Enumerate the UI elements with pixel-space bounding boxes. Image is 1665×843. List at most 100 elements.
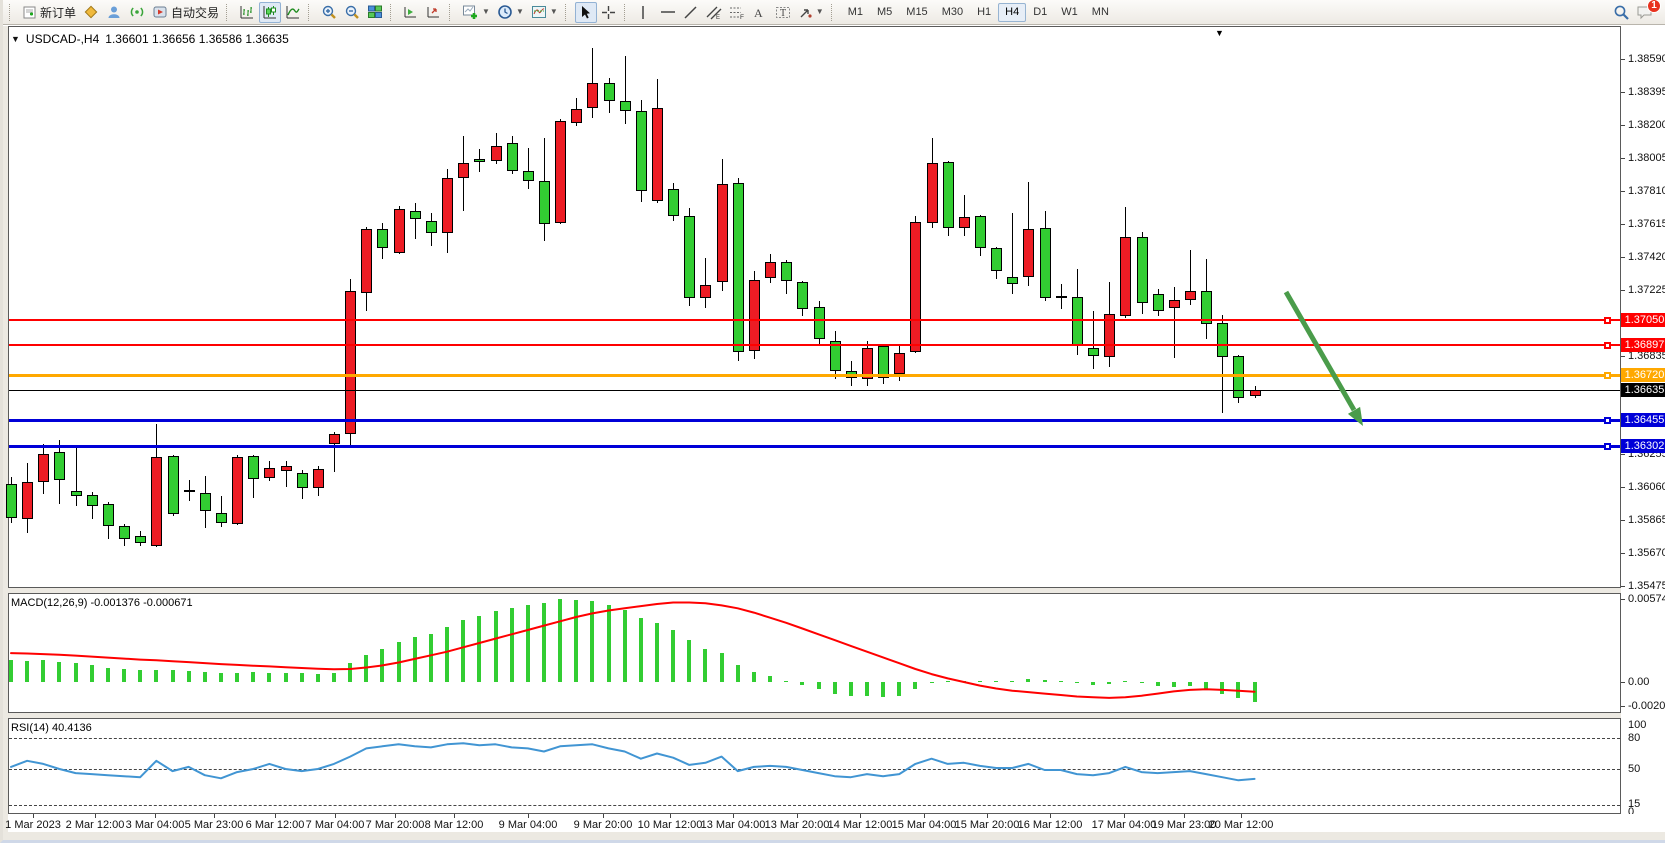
timeframe-group: M1 M5 M15 M30 H1 H4 D1 W1 MN xyxy=(841,2,1116,22)
vertical-line-tool[interactable] xyxy=(634,2,656,23)
price-axis-tick xyxy=(1621,553,1625,555)
time-axis[interactable]: 1 Mar 2023 2 Mar 12:00 3 Mar 04:00 5 Mar 23… xyxy=(5,814,1665,832)
price-axis-tick xyxy=(1621,91,1625,93)
time-axis-tick xyxy=(155,814,156,818)
price-axis-tick xyxy=(1621,586,1625,588)
indicators-button[interactable]: ▼ xyxy=(528,2,561,23)
arrange-charts-icon xyxy=(403,4,419,20)
auto-trading-icon xyxy=(152,4,168,20)
timeframe-button-h4[interactable]: H4 xyxy=(998,2,1027,22)
price-pane[interactable] xyxy=(8,26,1621,588)
auto-trading-button[interactable]: 自动交易 xyxy=(149,2,222,23)
toolbar-grip[interactable] xyxy=(9,3,14,21)
time-axis-tick xyxy=(860,814,861,818)
notifications-button[interactable]: 1 xyxy=(1636,0,1661,21)
toolbar-grip[interactable] xyxy=(564,3,570,21)
bar-chart-button[interactable] xyxy=(236,2,258,23)
time-axis-tick xyxy=(335,814,336,818)
rsi-axis-label: 80 xyxy=(1628,732,1641,744)
fibonacci-tool[interactable]: F xyxy=(726,2,748,23)
bar-chart-icon xyxy=(239,4,255,20)
arrange-cascade-icon xyxy=(426,4,442,20)
time-axis-label: 6 Mar 12:00 xyxy=(245,819,305,831)
time-axis-tick xyxy=(95,814,96,818)
new-chart-button[interactable]: ▼ xyxy=(459,2,493,23)
time-axis-tick xyxy=(275,814,276,818)
level-price-tag: 1.36720 xyxy=(1621,368,1665,383)
new-order-button[interactable]: 新订单 xyxy=(19,2,79,23)
zoom-out-button[interactable] xyxy=(341,2,363,23)
signal-button[interactable] xyxy=(126,2,148,23)
channel-tool[interactable]: E xyxy=(703,2,725,23)
cursor-tool-button[interactable] xyxy=(574,1,597,23)
text-label-icon: T xyxy=(775,5,791,20)
line-chart-button[interactable] xyxy=(282,2,304,23)
price-axis-tick xyxy=(1621,289,1625,291)
price-axis-tick xyxy=(1621,355,1625,357)
timeframe-button-w1[interactable]: W1 xyxy=(1061,6,1078,18)
crosshair-tool-button[interactable] xyxy=(598,2,620,23)
time-axis-label: 13 Mar 04:00 xyxy=(700,819,766,831)
timeframe-button-m5[interactable]: M5 xyxy=(877,6,893,18)
zoom-in-button[interactable] xyxy=(318,2,340,23)
search-icon[interactable] xyxy=(1613,4,1630,21)
toolbar-grip[interactable] xyxy=(390,3,395,21)
time-axis-tick xyxy=(395,814,396,818)
time-axis-tick xyxy=(924,814,925,818)
trendline-tool[interactable] xyxy=(680,2,702,23)
signal-icon xyxy=(129,4,145,20)
timeframe-button-m30[interactable]: M30 xyxy=(941,6,964,18)
time-axis-tick xyxy=(1184,814,1185,818)
new-chart-icon xyxy=(462,4,479,20)
rsi-axis-label: 0 xyxy=(1628,806,1635,818)
chart-region: 1.38590 1.38395 1.38200 1.38005 1.37810 1.376… xyxy=(3,26,1665,840)
price-axis[interactable]: 1.38590 1.38395 1.38200 1.38005 1.37810 1.376… xyxy=(1621,26,1665,818)
symbol-dropdown-icon[interactable]: ▼ xyxy=(11,34,20,44)
timeframe-button-m15[interactable]: M15 xyxy=(906,6,928,18)
timeframe-button-mn[interactable]: MN xyxy=(1091,6,1109,18)
toolbar-grip[interactable] xyxy=(449,3,454,21)
profile-button[interactable] xyxy=(80,2,102,23)
candlestick-chart-button[interactable] xyxy=(259,1,282,23)
arrange-charts-button[interactable] xyxy=(400,2,422,23)
text-tool[interactable]: A xyxy=(749,2,771,23)
horizontal-line-icon xyxy=(660,5,676,19)
rsi-pane[interactable] xyxy=(8,718,1621,814)
horizontal-line-tool[interactable] xyxy=(657,2,679,23)
time-axis-label: 13 Mar 20:00 xyxy=(764,819,830,831)
periods-button[interactable]: ▼ xyxy=(494,2,527,23)
chart-shift-marker-icon[interactable]: ▼ xyxy=(1215,28,1224,38)
time-axis-label: 9 Mar 20:00 xyxy=(573,819,633,831)
new-order-label: 新订单 xyxy=(40,5,77,20)
macd-label: MACD(12,26,9) -0.001376 -0.000671 xyxy=(11,597,193,609)
rsi-axis-label: 15 xyxy=(1628,798,1641,810)
toolbar-grip[interactable] xyxy=(226,3,231,21)
price-axis-tick xyxy=(1621,157,1625,159)
time-axis-label: 17 Mar 04:00 xyxy=(1091,819,1157,831)
price-axis-tick xyxy=(1621,59,1625,60)
timeframe-button-d1[interactable]: D1 xyxy=(1033,6,1048,18)
price-axis-label: 1.36835 xyxy=(1628,349,1665,362)
tile-windows-button[interactable] xyxy=(364,2,386,23)
timeframe-button-h1[interactable]: H1 xyxy=(977,6,992,18)
macd-pane[interactable] xyxy=(8,593,1621,713)
time-axis-label: 20 Mar 12:00 xyxy=(1208,819,1274,831)
macd-axis-tick xyxy=(1621,682,1625,683)
toolbar-grip[interactable] xyxy=(830,3,836,21)
arrow-objects-tool[interactable]: ▼ xyxy=(795,2,827,23)
arrange-cascade-button[interactable] xyxy=(423,2,445,23)
toolbar-grip[interactable] xyxy=(308,3,313,21)
time-axis-tick xyxy=(454,814,455,818)
price-axis-label: 1.37810 xyxy=(1628,184,1665,197)
trendline-icon xyxy=(683,5,698,20)
community-button[interactable] xyxy=(103,2,125,23)
svg-text:A: A xyxy=(754,6,763,20)
price-axis-tick xyxy=(1621,454,1625,456)
text-label-tool[interactable]: T xyxy=(772,2,794,23)
price-axis-label: 1.38200 xyxy=(1628,118,1665,131)
cursor-icon xyxy=(578,5,592,20)
timeframe-button-m1[interactable]: M1 xyxy=(847,6,863,18)
toolbar-grip[interactable] xyxy=(623,3,629,21)
time-axis-tick xyxy=(987,814,988,818)
periods-clock-icon xyxy=(497,4,513,20)
